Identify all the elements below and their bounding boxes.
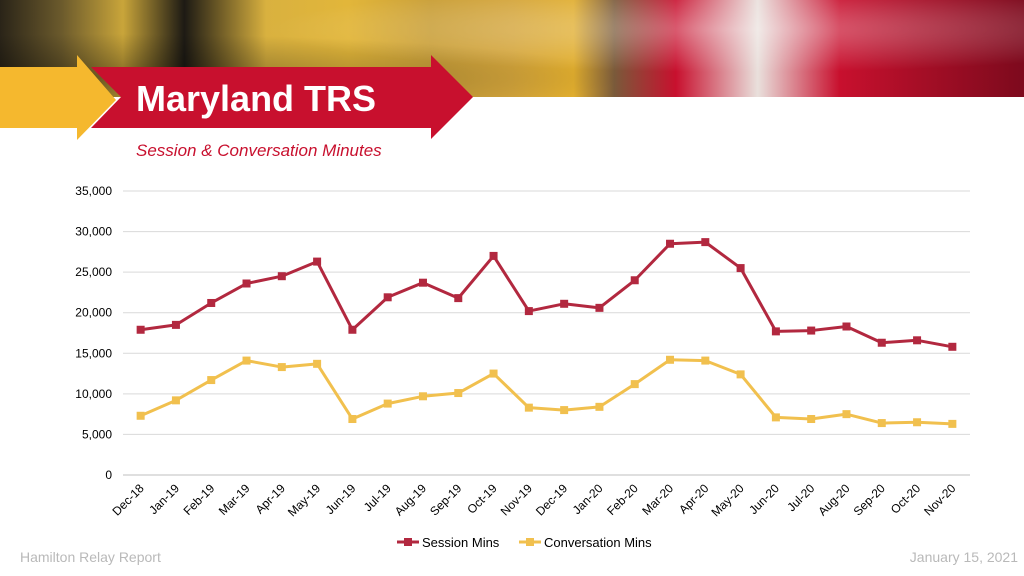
data-point <box>489 369 498 378</box>
legend-label: Session Mins <box>422 535 500 550</box>
x-tick-label: Feb-20 <box>604 481 641 518</box>
data-point <box>242 279 251 288</box>
x-tick-label: Jan-20 <box>570 481 606 517</box>
data-point <box>348 325 357 334</box>
data-point <box>771 413 780 422</box>
series-line-0 <box>140 240 953 349</box>
data-point <box>277 272 286 281</box>
data-point <box>807 326 816 335</box>
x-tick-label: May-20 <box>709 481 747 519</box>
data-point <box>524 403 533 412</box>
data-point <box>171 396 180 405</box>
data-point <box>701 356 710 365</box>
legend-label: Conversation Mins <box>544 535 652 550</box>
data-point <box>736 264 745 273</box>
y-tick-label: 5,000 <box>82 427 112 441</box>
data-point <box>595 402 604 411</box>
y-tick-label: 30,000 <box>75 225 112 239</box>
data-point <box>418 278 427 287</box>
data-point <box>418 392 427 401</box>
footer-date: January 15, 2021 <box>909 549 1018 565</box>
series-line-1 <box>140 358 953 426</box>
data-point <box>242 356 251 365</box>
x-tick-label: Oct-19 <box>464 481 500 517</box>
data-point <box>348 415 357 424</box>
data-point <box>666 239 675 248</box>
legend-swatch-marker <box>404 538 412 546</box>
data-point <box>701 238 710 247</box>
data-point <box>630 380 639 389</box>
data-point <box>383 293 392 302</box>
data-point <box>736 370 745 379</box>
title-banner <box>0 55 473 140</box>
data-point <box>948 342 957 351</box>
data-point <box>277 363 286 372</box>
data-point <box>136 325 145 334</box>
data-point <box>560 299 569 308</box>
data-point <box>454 389 463 398</box>
data-point <box>913 336 922 345</box>
x-tick-label: Feb-19 <box>181 481 218 518</box>
data-point <box>313 359 322 368</box>
data-point <box>207 376 216 385</box>
x-tick-label: Nov-19 <box>498 481 535 518</box>
data-point <box>524 307 533 316</box>
x-tick-label: Mar-19 <box>216 481 253 518</box>
x-tick-label: Aug-19 <box>392 481 429 518</box>
x-tick-label: Apr-20 <box>676 481 712 517</box>
data-point <box>207 298 216 307</box>
page-title: Maryland TRS <box>136 78 377 119</box>
x-tick-label: May-19 <box>285 481 323 519</box>
data-point <box>842 410 851 419</box>
data-point <box>454 294 463 303</box>
data-point <box>489 251 498 260</box>
y-tick-label: 20,000 <box>75 306 112 320</box>
x-tick-label: Aug-20 <box>815 481 852 518</box>
x-tick-label: Sep-19 <box>427 481 464 518</box>
red-title-arrow-shape <box>91 55 473 139</box>
y-tick-label: 15,000 <box>75 346 112 360</box>
footer-report-name: Hamilton Relay Report <box>20 549 161 565</box>
data-point <box>136 411 145 420</box>
data-point <box>630 276 639 285</box>
data-point <box>948 419 957 428</box>
x-tick-label: Sep-20 <box>851 481 888 518</box>
x-tick-label: Nov-20 <box>921 481 958 518</box>
yellow-arrow-shape <box>0 55 116 140</box>
x-tick-label: Jun-20 <box>746 481 782 517</box>
data-point <box>771 327 780 336</box>
data-point <box>842 322 851 331</box>
x-tick-label: Dec-18 <box>110 481 147 518</box>
data-point <box>595 303 604 312</box>
data-point <box>560 406 569 415</box>
data-point <box>313 257 322 266</box>
x-tick-label: Dec-19 <box>533 481 570 518</box>
x-tick-label: Oct-20 <box>888 481 924 517</box>
data-point <box>877 338 886 347</box>
x-tick-label: Jul-19 <box>361 481 394 514</box>
y-tick-label: 0 <box>105 468 112 482</box>
data-point <box>171 320 180 329</box>
x-tick-label: Apr-19 <box>253 481 289 517</box>
data-point <box>807 415 816 424</box>
y-tick-label: 25,000 <box>75 265 112 279</box>
x-tick-label: Mar-20 <box>639 481 676 518</box>
data-point <box>383 399 392 408</box>
x-tick-label: Jun-19 <box>323 481 359 517</box>
x-tick-label: Jul-20 <box>784 481 817 514</box>
x-tick-label: Jan-19 <box>146 481 182 517</box>
data-point <box>877 419 886 428</box>
data-point <box>666 355 675 364</box>
chart-subtitle: Session & Conversation Minutes <box>136 141 382 160</box>
legend-swatch-marker <box>526 538 534 546</box>
y-tick-label: 35,000 <box>75 184 112 198</box>
data-point <box>913 418 922 427</box>
y-tick-label: 10,000 <box>75 387 112 401</box>
